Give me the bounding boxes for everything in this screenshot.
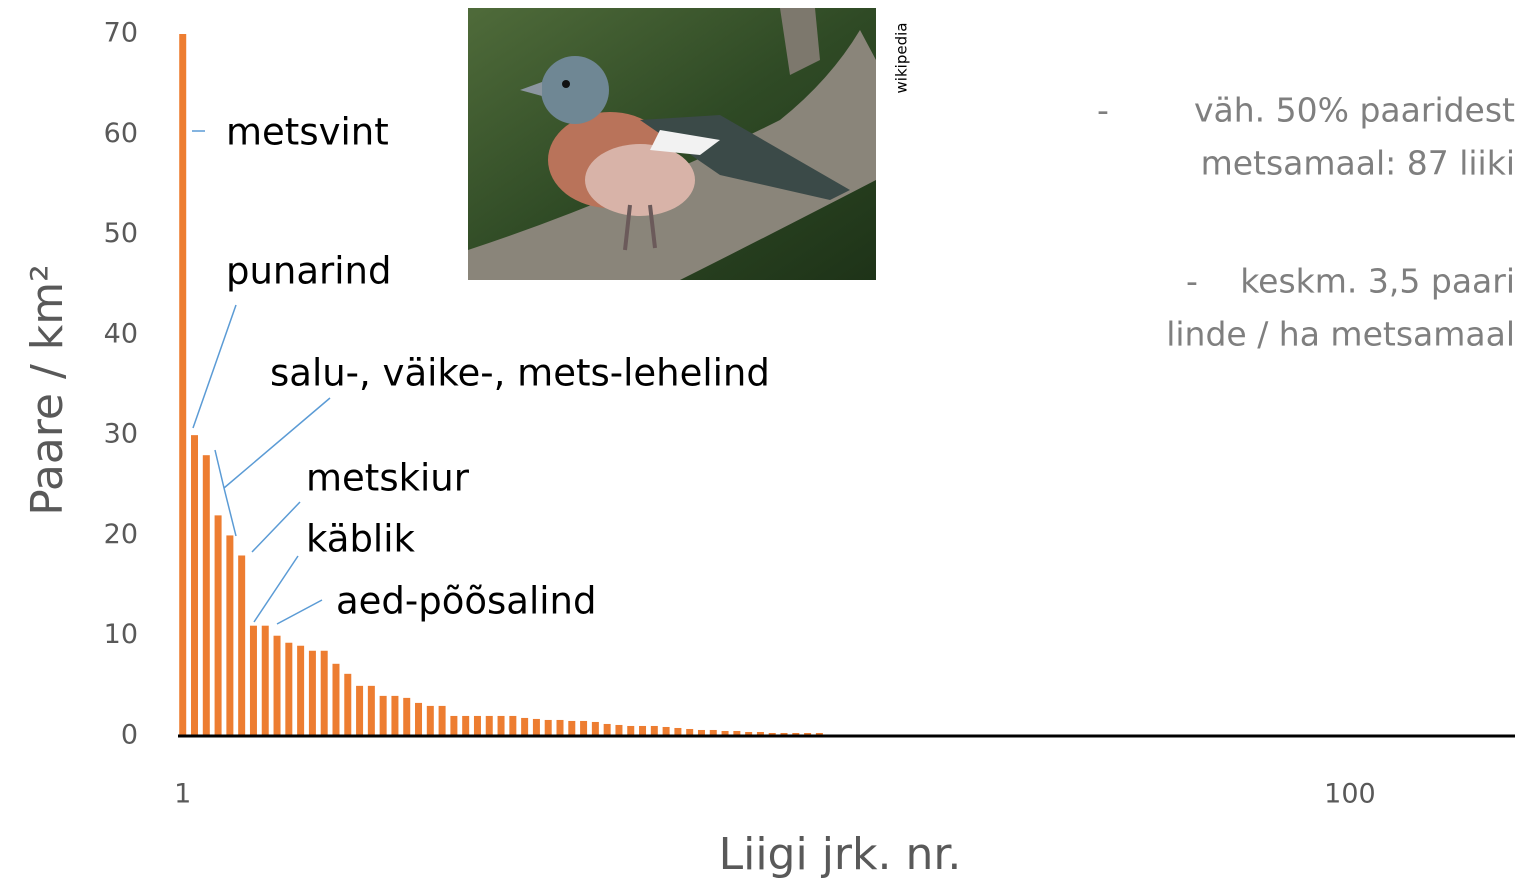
bar [709, 729, 717, 736]
bar [733, 730, 741, 736]
bar [403, 697, 411, 736]
annotation: aed-põõsalind [336, 580, 596, 623]
bar [261, 625, 269, 736]
bar [438, 705, 446, 736]
bar [792, 732, 800, 736]
bar [226, 535, 234, 736]
y-tick-label: 30 [104, 419, 138, 450]
bar [756, 731, 764, 736]
bar [603, 723, 611, 736]
note-bullet: - [1186, 262, 1198, 301]
bar [191, 435, 199, 736]
bar [556, 719, 564, 736]
y-tick-label: 50 [104, 218, 138, 249]
annotation: metsvint [226, 111, 389, 154]
annotation: punarind [226, 250, 392, 293]
note-text: väh. 50% paaridest [1194, 91, 1515, 130]
bar [580, 720, 588, 736]
y-tick-label: 60 [104, 118, 138, 149]
bar [485, 715, 493, 736]
bar [627, 725, 635, 736]
annotation: salu-, väike-, mets-lehelind [270, 352, 770, 395]
note-bullet: - [1097, 91, 1109, 130]
x-tick-label: 100 [1324, 779, 1376, 810]
bar [450, 715, 458, 736]
bar [202, 455, 210, 736]
bar [308, 650, 316, 736]
annotation: metskiur [306, 457, 470, 500]
bar [745, 731, 753, 736]
bar [320, 650, 328, 736]
annotation: käblik [306, 518, 415, 561]
note-text: metsamaal: 87 liiki [1201, 144, 1515, 183]
bar [697, 729, 705, 736]
bar [462, 715, 470, 736]
bar [297, 645, 305, 736]
bar [662, 726, 670, 736]
bar [391, 695, 399, 736]
y-axis-title: Paare / km² [22, 264, 73, 515]
bar [591, 721, 599, 736]
bird-photo [468, 8, 876, 280]
leader-line [214, 397, 331, 537]
leader-line [192, 304, 237, 429]
bar [426, 705, 434, 736]
bar [238, 555, 246, 736]
x-tick-label: 1 [174, 779, 191, 810]
bar [544, 719, 552, 736]
bar [815, 732, 823, 736]
bar [214, 515, 222, 736]
y-tick-label: 10 [104, 619, 138, 650]
note-text: keskm. 3,5 paari [1240, 262, 1515, 301]
bar [356, 685, 364, 736]
bar [379, 695, 387, 736]
leader-line [251, 501, 301, 553]
bar [650, 725, 658, 736]
bar [674, 727, 682, 736]
bar [521, 717, 529, 736]
bar [639, 725, 647, 736]
bar [497, 715, 505, 736]
y-tick-label: 0 [121, 720, 138, 751]
bar [332, 663, 340, 736]
bar [532, 718, 540, 736]
bar [367, 685, 375, 736]
bar [179, 34, 187, 736]
x-axis-title: Liigi jrk. nr. [719, 829, 962, 880]
y-tick-label: 40 [104, 318, 138, 349]
image-credit: wikipedia [893, 23, 911, 94]
bar [473, 715, 481, 736]
bar [780, 732, 788, 736]
note-text: linde / ha metsamaal [1166, 315, 1515, 354]
bar [285, 642, 293, 736]
bar [768, 732, 776, 736]
bar [686, 728, 694, 736]
bar [415, 702, 423, 736]
y-tick-label: 70 [104, 18, 138, 49]
leader-line [276, 599, 323, 625]
bar [568, 720, 576, 736]
bar [249, 625, 257, 736]
bar [344, 673, 352, 736]
bar [721, 730, 729, 736]
bar [273, 635, 281, 736]
y-tick-label: 20 [104, 519, 138, 550]
bar [509, 715, 517, 736]
bar [615, 724, 623, 736]
leader-line [253, 555, 299, 623]
bar [804, 732, 812, 736]
